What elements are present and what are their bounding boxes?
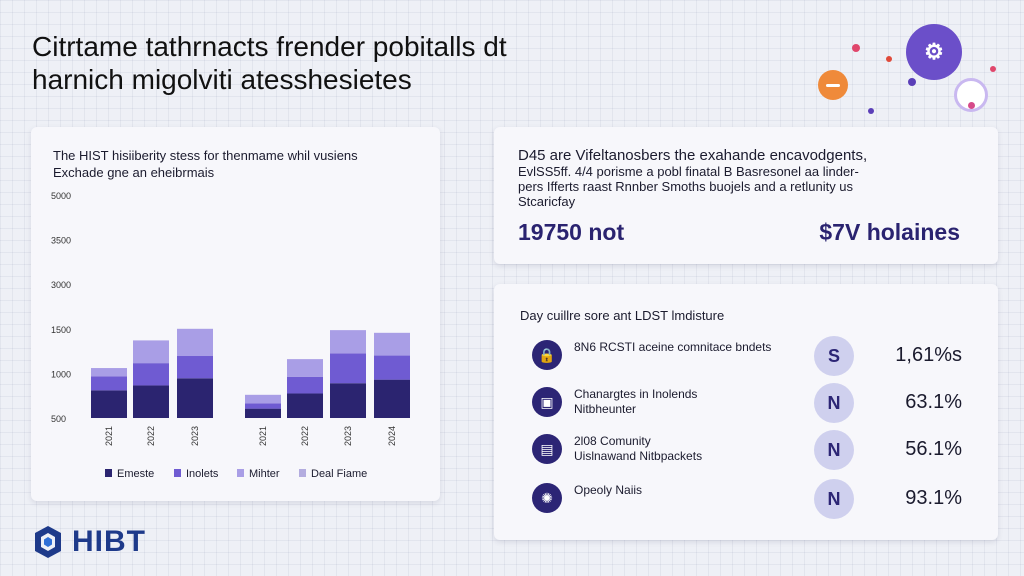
- list-item-label-line-1: Opeoly Naiis: [574, 483, 643, 497]
- list-item: ✺ Opeoly Naiis N 93.1%: [532, 479, 962, 519]
- bar-segment-inolets: [245, 403, 281, 409]
- stat-line-2: EvlSS5ff. 4/4 porisme a pobl finatal B B…: [518, 164, 859, 179]
- stat-big-right: $7V holaines: [819, 219, 960, 245]
- bar-segment-emeste: [133, 385, 169, 418]
- y-tick-label: 500: [51, 414, 66, 424]
- bar-segment-mihter: [287, 359, 323, 377]
- page-title-line-1: Citrtame tathrnacts frender pobitalls dt: [32, 31, 507, 62]
- list-item: ▤ 2l08 Comunity Uislnawand Nitbpackets N…: [532, 430, 962, 470]
- stat-line-1: D45 are Vifeltanosbers the exahande enca…: [518, 147, 868, 164]
- bar-segment-mihter: [330, 330, 366, 354]
- brain-icon: ✺: [532, 483, 562, 513]
- bar-segment-emeste: [91, 390, 127, 418]
- metrics-list-card: Day cuillre sore ant LDST lmdisture 🔒 8N…: [494, 284, 998, 540]
- dot-icon: [868, 108, 874, 114]
- list-item: 🔒 8N6 RCSTI aceine comnitace bndets S 1,…: [532, 336, 962, 376]
- chart-title: The HIST hisiiberity stess for thenmame …: [53, 147, 423, 181]
- bar-segment-emeste: [287, 393, 323, 418]
- stat-line-3: pers Ifferts raast Rnnber Smoths buojels…: [518, 179, 854, 194]
- logo-text: HIBT: [72, 525, 146, 558]
- bar-segment-mihter: [245, 394, 281, 404]
- list-item-label-line-1: 2l08 Comunity: [574, 434, 651, 448]
- list-item-value: 93.1%: [905, 487, 962, 509]
- list-item-value: 63.1%: [905, 391, 962, 413]
- list-item-label-line-1: Chanargtes in Inolends: [574, 387, 698, 401]
- legend-label: Inolets: [186, 468, 219, 480]
- legend-label: Deal Fiame: [311, 468, 367, 480]
- bar-segment-emeste: [374, 379, 410, 418]
- bar-segment-mihter: [91, 368, 127, 377]
- dot-icon: [886, 56, 892, 62]
- bar-segment-mihter: [133, 340, 169, 364]
- stat-line-4: Stcaricfay: [518, 194, 576, 209]
- badge-icon: N: [814, 479, 854, 519]
- bar-segment-inolets: [91, 376, 127, 391]
- x-tick-label: 2024: [387, 426, 397, 446]
- list-item-label: Opeoly Naiis: [574, 483, 794, 498]
- y-tick-label: 5000: [51, 191, 71, 201]
- y-tick-label: 1500: [51, 325, 71, 335]
- list-item-value: 1,61%s: [895, 344, 962, 366]
- list-item: ▣ Chanargtes in Inolends Nitbheunter N 6…: [532, 383, 962, 423]
- list-title: Day cuillre sore ant LDST lmdisture: [520, 308, 725, 323]
- x-tick-label: 2021: [104, 426, 114, 446]
- badge-icon: N: [814, 383, 854, 423]
- dot-icon: [990, 66, 996, 72]
- list-item-label-line-1: 8N6 RCSTI aceine comnitace bndets: [574, 340, 772, 354]
- y-tick-label: 1000: [51, 369, 71, 379]
- stacked-bar-chart: 5000 3500 3000 1500 1000 500 2021 2022 2023 2021 2…: [51, 191, 410, 480]
- chart-title-line-1: The HIST hisiiberity stess for thenmame …: [53, 148, 358, 163]
- stat-description: D45 are Vifeltanosbers the exahande enca…: [518, 147, 978, 209]
- badge-icon: N: [814, 430, 854, 470]
- bar-segment-inolets: [177, 356, 213, 379]
- legend-swatch: [299, 469, 306, 477]
- x-tick-label: 2022: [146, 426, 156, 446]
- y-tick-label: 3500: [51, 236, 71, 246]
- bar-segment-emeste: [245, 408, 281, 418]
- dot-icon: [852, 44, 860, 52]
- x-tick-label: 2023: [343, 426, 353, 446]
- bar-segment-inolets: [133, 363, 169, 386]
- bar-segment-inolets: [330, 353, 366, 384]
- bar-segment-mihter: [177, 328, 213, 357]
- list-item-label-line-2: Uislnawand Nitbpackets: [574, 449, 703, 463]
- list-item-label: Chanargtes in Inolends Nitbheunter: [574, 387, 794, 417]
- bar-segment-mihter: [374, 332, 410, 356]
- bar-segment-inolets: [287, 376, 323, 394]
- brand-logo: HIBT: [30, 520, 146, 564]
- list-item-label: 2l08 Comunity Uislnawand Nitbpackets: [574, 434, 794, 464]
- x-tick-label: 2023: [190, 426, 200, 446]
- bar-segment-emeste: [330, 383, 366, 418]
- legend-label: Mihter: [249, 468, 280, 480]
- x-tick-label: 2022: [300, 426, 310, 446]
- chart-icon: ▣: [532, 387, 562, 417]
- dot-icon: [908, 78, 916, 86]
- x-tick-label: 2021: [258, 426, 268, 446]
- badge-icon: S: [814, 336, 854, 376]
- legend-label: Emeste: [117, 468, 154, 480]
- orange-minus-icon: [818, 70, 848, 100]
- bar-segment-inolets: [374, 355, 410, 380]
- page-title-line-2: harnich migolviti atesshesietes: [32, 64, 412, 95]
- stat-big-left: 19750 not: [518, 219, 625, 245]
- list-item-label: 8N6 RCSTI aceine comnitace bndets: [574, 340, 794, 355]
- bar-segment-emeste: [177, 378, 213, 418]
- gear-icon: ⚙: [906, 24, 962, 80]
- legend-swatch: [174, 469, 181, 477]
- hibt-logo-icon: [35, 526, 61, 558]
- list-item-value: 56.1%: [905, 438, 962, 460]
- dot-icon: [968, 102, 975, 109]
- page-title: Citrtame tathrnacts frender pobitalls dt…: [32, 30, 632, 96]
- lock-icon: 🔒: [532, 340, 562, 370]
- wallet-icon: ▤: [532, 434, 562, 464]
- chart-title-line-2: Exchade gne an eheibrmais: [53, 165, 215, 180]
- stat-card: D45 are Vifeltanosbers the exahande enca…: [494, 127, 998, 264]
- legend-swatch: [105, 469, 112, 477]
- y-tick-label: 3000: [51, 280, 71, 290]
- list-item-label-line-2: Nitbheunter: [574, 402, 637, 416]
- legend-swatch: [237, 469, 244, 477]
- chart-card: The HIST hisiiberity stess for thenmame …: [31, 127, 440, 501]
